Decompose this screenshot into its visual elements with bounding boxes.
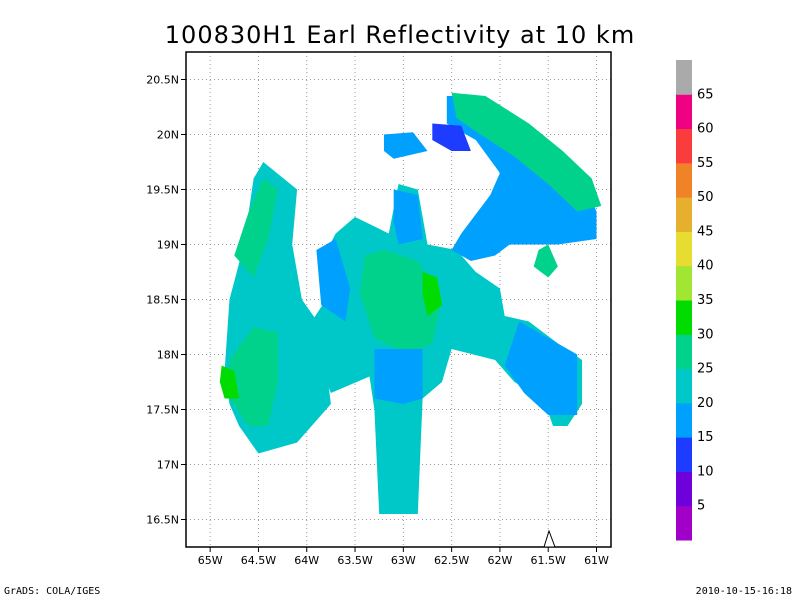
footer-timestamp: 2010-10-15-16:18: [695, 586, 792, 597]
region-center-blue-south: [374, 349, 423, 404]
x-tick-label: 64W: [294, 554, 319, 567]
colorbar-label: 35: [697, 293, 714, 308]
colorbar-swatch-10: [676, 162, 692, 198]
region-west-cell: [219, 365, 240, 399]
colorbar-label: 65: [697, 87, 714, 102]
triangle-marker: [543, 529, 556, 548]
x-tick-label: 61.5W: [531, 554, 566, 567]
colorbar-label: 45: [697, 224, 714, 239]
colorbar-swatch-2: [676, 437, 692, 472]
center-marker: [543, 529, 556, 548]
colorbar-label: 5: [697, 499, 705, 514]
colorbar-label: 30: [697, 327, 714, 342]
region-north-blob: [384, 132, 428, 159]
colorbar-swatch-6: [676, 300, 692, 335]
y-axis-ticks: 20.5N 20N 19.5N 19N 18.5N 18N 17.5N 17N 16.5N: [146, 74, 186, 527]
region-center-blue-top: [393, 189, 423, 245]
x-tick-label: 64.5W: [241, 554, 276, 567]
colorbar-label: 20: [697, 396, 714, 411]
colorbar-swatch-1: [676, 471, 692, 507]
y-tick-label: 17N: [157, 459, 179, 472]
x-axis-ticks: 65W 64.5W 64W 63.5W 63W 62.5W 62W 61.5W 61W: [198, 547, 609, 567]
colorbar-label: 60: [697, 122, 714, 137]
colorbar-label: 15: [697, 430, 714, 445]
colorbar-swatch-3: [676, 402, 692, 438]
region-north-arc-tail: [533, 244, 558, 278]
region-center-green: [422, 272, 442, 316]
y-tick-label: 18N: [157, 349, 179, 362]
colorbar-label: 40: [697, 259, 714, 274]
colorbar-swatch-5: [676, 334, 692, 370]
region-east-cell: [504, 321, 578, 415]
x-tick-label: 62W: [487, 554, 512, 567]
colorbar-label: 25: [697, 362, 714, 377]
colorbar-swatch-4: [676, 368, 692, 404]
region-center-blue-left: [316, 239, 351, 322]
colorbar-swatch-9: [676, 197, 692, 232]
colorbar: 5 10 15 20 25 30 35 40 45 50 55 60 65: [676, 60, 714, 541]
colorbar-swatch-8: [676, 231, 692, 267]
x-tick-label: 62.5W: [434, 554, 469, 567]
colorbar-swatch-11: [676, 128, 692, 164]
footer-credit: GrADS: COLA/IGES: [4, 586, 101, 597]
region-north-arc-outer: [451, 92, 602, 212]
x-tick-label: 65W: [198, 554, 223, 567]
region-north-arc: [446, 96, 597, 261]
x-tick-label: 63W: [391, 554, 416, 567]
y-tick-label: 20.5N: [146, 74, 179, 87]
region-west-band-core-north: [234, 178, 278, 278]
x-tick-label: 61W: [584, 554, 609, 567]
colorbar-swatch-12: [676, 94, 692, 130]
colorbar-label: 55: [697, 156, 714, 171]
x-tick-label: 63.5W: [337, 554, 372, 567]
y-tick-label: 18.5N: [146, 294, 179, 307]
region-west-band-core-south: [229, 327, 278, 426]
reflectivity-field: [219, 92, 602, 514]
colorbar-swatch-7: [676, 265, 692, 301]
y-tick-label: 19N: [157, 239, 179, 252]
region-center-cyan: [359, 250, 442, 355]
colorbar-swatch-0: [676, 505, 692, 541]
chart-title: 100830H1 Earl Reflectivity at 10 km: [165, 21, 635, 49]
colorbar-label: 50: [697, 190, 714, 205]
colorbar-label: 10: [697, 464, 714, 479]
colorbar-swatch-13: [676, 60, 692, 95]
region-north-purple: [432, 123, 471, 151]
y-tick-label: 17.5N: [146, 404, 179, 417]
y-tick-label: 19.5N: [146, 184, 179, 197]
y-tick-label: 16.5N: [146, 514, 179, 527]
y-tick-label: 20N: [157, 129, 179, 142]
